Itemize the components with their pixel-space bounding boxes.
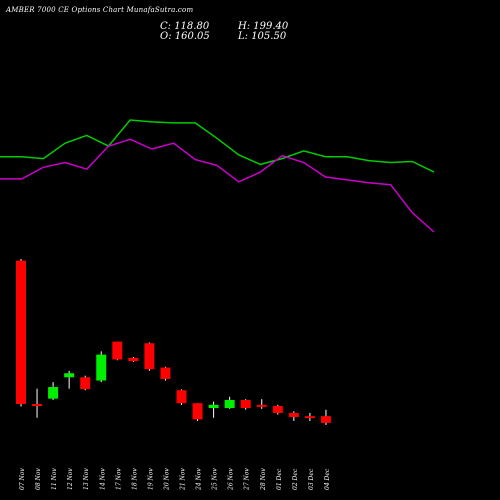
candle-body xyxy=(288,412,299,417)
candle-body xyxy=(256,404,267,407)
indicator-line-2 xyxy=(0,138,435,233)
x-tick-label: 11 Nov xyxy=(51,468,58,490)
x-tick-label: 07 Nov xyxy=(19,468,26,490)
x-tick-label: 04 Dec xyxy=(324,468,331,490)
candle-body xyxy=(240,399,251,409)
x-tick-label: 21 Nov xyxy=(180,468,187,491)
close-value: C: 118.80 xyxy=(160,21,210,32)
candle-body xyxy=(80,377,91,390)
x-tick-label: 24 Nov xyxy=(196,468,203,491)
x-tick-label: 20 Nov xyxy=(163,468,170,491)
candle-body xyxy=(160,367,171,379)
x-tick-label: 19 Nov xyxy=(147,468,154,490)
candle-body xyxy=(304,416,315,419)
candle-body xyxy=(224,399,235,409)
x-tick-label: 18 Nov xyxy=(131,468,138,490)
candle-body xyxy=(320,416,331,423)
x-tick-label: 02 Dec xyxy=(292,468,299,490)
x-tick-label: 14 Nov xyxy=(99,468,106,490)
candle-body xyxy=(96,354,107,381)
open-value: O: 160.05 xyxy=(160,31,210,42)
candle-body xyxy=(208,404,219,409)
x-tick-label: 25 Nov xyxy=(212,468,219,491)
candle-body xyxy=(144,343,155,370)
x-tick-label: 08 Nov xyxy=(35,468,42,490)
x-tick-label: 12 Nov xyxy=(67,468,74,490)
x-tick-label: 27 Nov xyxy=(244,468,251,491)
x-tick-label: 13 Nov xyxy=(83,468,90,490)
x-tick-label: 26 Nov xyxy=(228,468,235,491)
candle-body xyxy=(192,403,203,420)
candle-body xyxy=(176,390,187,404)
high-value: H: 199.40 xyxy=(238,21,289,32)
x-tick-label: 01 Dec xyxy=(276,468,283,490)
candle-body xyxy=(32,404,43,407)
x-tick-label: 03 Dec xyxy=(308,468,315,490)
candle-body xyxy=(272,405,283,413)
candle-body xyxy=(64,373,75,378)
candle-body xyxy=(16,260,26,405)
candle-body xyxy=(48,387,59,399)
chart-title: AMBER 7000 CE Options Chart MunafaSutra.… xyxy=(6,6,194,14)
candle-body xyxy=(112,341,123,360)
candle-body xyxy=(128,357,139,362)
low-value: L: 105.50 xyxy=(238,31,287,42)
indicator-line-1 xyxy=(0,119,435,173)
x-tick-label: 17 Nov xyxy=(115,468,122,490)
x-tick-label: 28 Nov xyxy=(260,468,267,491)
